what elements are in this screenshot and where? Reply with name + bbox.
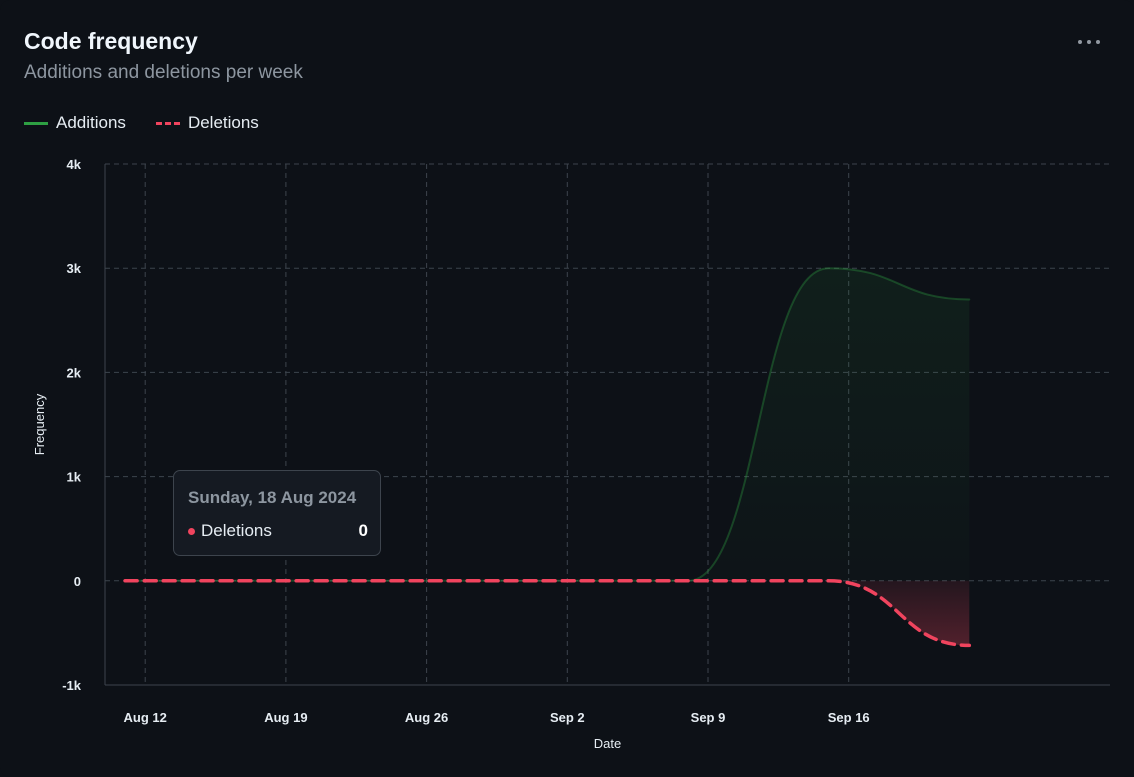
tooltip-row: Deletions 0 <box>188 521 368 541</box>
y-axis-title: Frequency <box>32 393 47 455</box>
chart-title: Code frequency <box>24 28 198 54</box>
x-tick-label: Aug 12 <box>124 710 167 725</box>
x-tick-label: Aug 26 <box>405 710 448 725</box>
more-horizontal-icon <box>1078 40 1082 44</box>
y-tick-label: -1k <box>62 678 82 693</box>
legend-label-additions: Additions <box>56 113 126 132</box>
x-tick-label: Sep 9 <box>691 710 726 725</box>
tooltip-date: Sunday, 18 Aug 2024 <box>188 488 357 507</box>
legend-label-deletions: Deletions <box>187 113 259 132</box>
additions-line-icon <box>24 121 48 125</box>
more-options-button[interactable] <box>1068 28 1110 56</box>
x-tick-label: Sep 2 <box>550 710 585 725</box>
x-tick-label: Aug 19 <box>264 710 307 725</box>
y-tick-label: 2k <box>67 365 82 380</box>
y-tick-label: 0 <box>74 574 81 589</box>
deletions-dot-icon <box>188 527 195 535</box>
chart-tooltip: Sunday, 18 Aug 2024 Deletions 0 <box>173 470 381 556</box>
legend-item-additions[interactable]: Additions <box>24 113 126 133</box>
y-tick-label: 1k <box>67 470 82 485</box>
tooltip-value: 0 <box>358 521 368 540</box>
deletions-dashed-line-icon <box>155 121 180 125</box>
additions-area <box>125 268 970 581</box>
deletions-area <box>125 580 970 646</box>
x-axis-title: Date <box>594 736 621 751</box>
deletions-series-line[interactable] <box>123 579 972 648</box>
y-tick-label: 3k <box>67 261 82 276</box>
y-tick-label: 4k <box>67 157 82 172</box>
legend-item-deletions[interactable]: Deletions <box>155 113 259 133</box>
tooltip-series-name: Deletions <box>201 521 272 540</box>
chart-subtitle: Additions and deletions per week <box>24 62 303 83</box>
chart-legend: Additions Deletions <box>24 113 259 133</box>
x-tick-label: Sep 16 <box>828 710 870 725</box>
